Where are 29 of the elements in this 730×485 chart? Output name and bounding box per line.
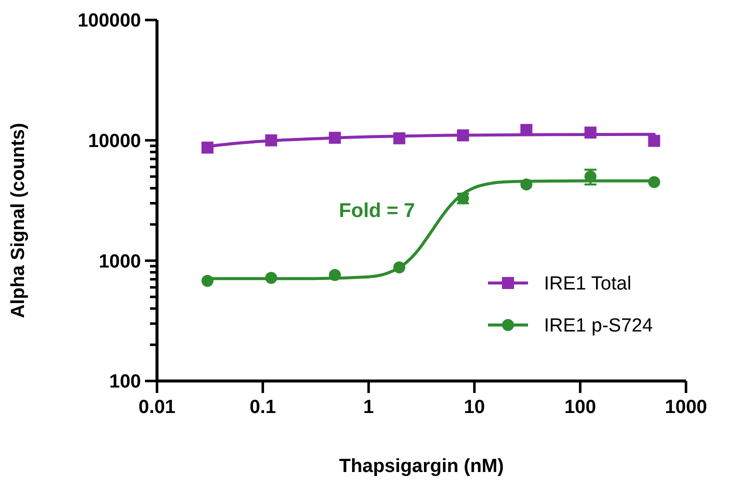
point [648,176,660,188]
point [201,274,214,287]
x-tick-label: 1 [363,397,374,418]
point [201,142,214,154]
x-tick-label: 10 [464,397,485,418]
point [584,170,596,183]
point [648,134,660,147]
y-axis-title: Alpha Signal (counts) [8,122,29,318]
legend-label: IRE1 Total [544,274,632,295]
point [265,272,278,284]
point [328,269,341,282]
point [584,126,596,139]
x-tick-label: 100 [564,397,596,418]
point [520,178,532,190]
x-tick-label: 0.1 [250,397,276,418]
y-tick-label: 100000 [78,10,141,32]
point [393,261,406,274]
x-tick-label: 0.01 [138,397,176,418]
legend-label: IRE1 p-S724 [544,316,654,337]
point [328,132,341,144]
point [456,129,469,142]
y-tick-label: 10000 [88,130,141,152]
annotation: Fold = 7 [338,200,416,222]
y-tick-label: 100 [109,372,141,393]
y-tick-label: 1000 [98,251,141,272]
point [265,134,278,146]
x-axis-title: Thapsigargin (nM) [339,456,504,477]
x-tick-label: 1000 [664,397,708,418]
point [393,132,406,144]
